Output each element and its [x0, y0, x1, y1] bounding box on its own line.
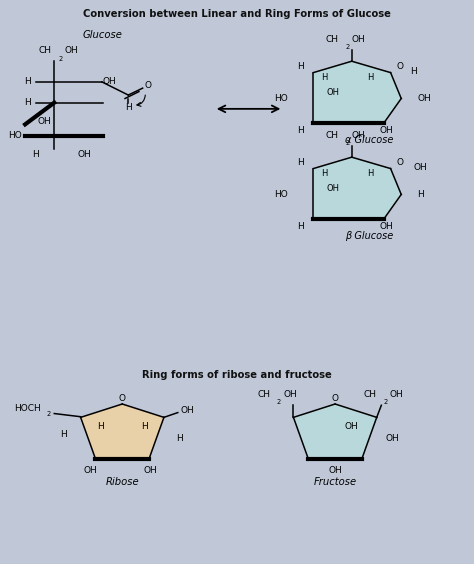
Text: OH: OH: [283, 390, 297, 399]
Text: OH: OH: [379, 222, 393, 231]
Text: H: H: [25, 98, 31, 107]
Text: O: O: [396, 158, 403, 167]
Text: H: H: [367, 73, 374, 82]
Text: Glucose: Glucose: [83, 30, 123, 40]
Text: O: O: [145, 81, 152, 90]
Text: OH: OH: [37, 117, 51, 126]
Text: OH: OH: [83, 466, 97, 475]
Text: CH: CH: [38, 46, 52, 55]
Text: Conversion between Linear and Ring Forms of Glucose: Conversion between Linear and Ring Forms…: [83, 8, 391, 19]
Text: OH: OH: [327, 88, 340, 97]
Text: OH: OH: [385, 434, 399, 443]
FancyArrowPatch shape: [137, 95, 146, 106]
Polygon shape: [313, 61, 401, 122]
Text: H: H: [418, 190, 424, 199]
Text: 2: 2: [346, 44, 350, 50]
Text: HO: HO: [274, 94, 288, 103]
Text: OH: OH: [414, 163, 428, 172]
Text: H: H: [141, 422, 148, 431]
Text: H: H: [410, 67, 417, 76]
Text: 2: 2: [383, 399, 387, 404]
Text: H: H: [25, 77, 31, 86]
Text: OH: OH: [418, 94, 431, 103]
Text: OH: OH: [143, 466, 157, 475]
Text: H: H: [298, 158, 304, 167]
Text: H: H: [176, 434, 182, 443]
Text: OH: OH: [327, 184, 340, 193]
Text: Ring forms of ribose and fructose: Ring forms of ribose and fructose: [142, 370, 332, 380]
Text: OH: OH: [181, 406, 194, 415]
Text: OH: OH: [352, 35, 365, 44]
Text: OH: OH: [379, 126, 393, 135]
Text: H: H: [321, 73, 327, 82]
Text: Ribose: Ribose: [105, 477, 139, 487]
Text: OH: OH: [65, 46, 79, 55]
Text: OH: OH: [345, 422, 359, 431]
Text: O: O: [119, 394, 126, 403]
Text: O: O: [332, 394, 338, 403]
Text: H: H: [60, 430, 67, 439]
Text: OH: OH: [328, 466, 342, 475]
Text: OH: OH: [390, 390, 403, 399]
Text: OH: OH: [103, 77, 117, 86]
Text: 2: 2: [277, 399, 281, 404]
Text: 2: 2: [58, 56, 63, 61]
Polygon shape: [313, 157, 401, 219]
Text: β Glucose: β Glucose: [345, 231, 393, 241]
Text: H: H: [298, 62, 304, 71]
Text: H: H: [367, 169, 374, 178]
Text: CH: CH: [364, 390, 377, 399]
Text: H: H: [125, 103, 132, 112]
Text: H: H: [32, 150, 39, 159]
Text: H: H: [321, 169, 327, 178]
Text: O: O: [396, 62, 403, 71]
Text: α Glucose: α Glucose: [345, 135, 393, 145]
Text: HOCH: HOCH: [14, 404, 41, 413]
Text: H: H: [298, 126, 304, 135]
Text: OH: OH: [352, 131, 365, 140]
Polygon shape: [293, 404, 377, 459]
Text: OH: OH: [77, 150, 91, 159]
Text: Fructose: Fructose: [313, 477, 356, 487]
Text: 2: 2: [346, 140, 350, 146]
Text: HO: HO: [274, 190, 288, 199]
Polygon shape: [81, 404, 164, 459]
Text: CH: CH: [257, 390, 270, 399]
Text: H: H: [298, 222, 304, 231]
Text: HO: HO: [8, 131, 22, 140]
Text: CH: CH: [325, 131, 338, 140]
Text: CH: CH: [325, 35, 338, 44]
Text: 2: 2: [46, 411, 51, 417]
Text: H: H: [97, 422, 104, 431]
